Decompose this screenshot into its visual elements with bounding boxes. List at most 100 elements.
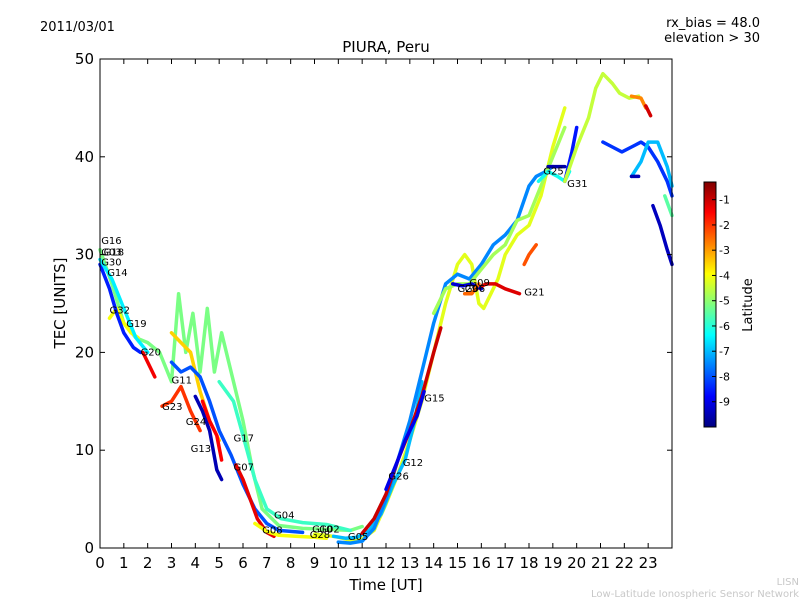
colorbar-tick-label: -6 <box>719 320 730 333</box>
tec-trace-6 <box>169 360 305 535</box>
colorbar-tick-label: -8 <box>719 370 730 383</box>
x-tick-label: 6 <box>238 554 248 572</box>
satellite-label: G11 <box>172 376 192 387</box>
x-tick-label: 21 <box>591 554 610 572</box>
satellite-label: G14 <box>107 268 127 279</box>
tec-trace-9 <box>200 399 224 462</box>
colorbar-label: Latitude <box>741 278 756 332</box>
tec-trace-29 <box>629 140 674 188</box>
tec-trace-26 <box>629 94 648 110</box>
colorbar-tick-label: -5 <box>719 295 730 308</box>
x-tick-label: 17 <box>496 554 515 572</box>
y-tick-label: 50 <box>75 50 94 68</box>
y-tick-label: 40 <box>75 148 94 166</box>
x-tick-label: 23 <box>639 554 658 572</box>
x-tick-label: 2 <box>143 554 153 572</box>
x-tick-label: 12 <box>376 554 395 572</box>
tec-trace-3 <box>98 262 143 355</box>
footer-org-short: LISN <box>777 577 799 588</box>
axis-ticks: 0 1 2 3 4 5 6 7 8 9 10 11 12 13 14 15 16 17 18 19 20 21 22 2301… <box>75 50 672 572</box>
satellite-label: G25 <box>543 166 563 177</box>
satellite-label: G31 <box>567 179 587 190</box>
satellite-label: G09 <box>469 278 489 289</box>
satellite-label: G19 <box>126 319 146 330</box>
colorbar-tick-label: -4 <box>719 269 730 282</box>
tec-trace-1 <box>217 379 353 533</box>
y-tick-label: 20 <box>75 343 94 361</box>
colorbar-ticks: -1 -2 -3 -4 -5 -6 -7 -8 -9 <box>712 194 730 409</box>
x-tick-label: 7 <box>262 554 272 572</box>
tec-trace-12 <box>312 106 567 542</box>
colorbar <box>703 181 717 428</box>
rx-bias-label: rx_bias = 48.0 <box>666 16 760 31</box>
satellite-label: G15 <box>424 393 444 404</box>
tec-trace-32 <box>663 194 674 218</box>
tec-trace-8 <box>193 394 224 482</box>
satellite-label: G21 <box>524 288 544 299</box>
satellite-label: G10 <box>312 524 332 535</box>
colorbar-tick-label: -9 <box>719 396 730 409</box>
satellite-label: G02 <box>319 524 339 535</box>
y-axis-label: TEC [UNITS] <box>51 258 69 350</box>
elevation-label: elevation > 30 <box>664 31 760 46</box>
satellite-label: G06 <box>465 284 485 295</box>
tec-trace-15 <box>360 326 443 536</box>
date-label: 2011/03/01 <box>40 20 115 35</box>
colorbar-tick-label: -1 <box>719 194 730 207</box>
x-tick-label: 9 <box>310 554 320 572</box>
x-tick-label: 10 <box>329 554 348 572</box>
tec-trace-16 <box>384 389 426 492</box>
x-tick-label: 13 <box>400 554 419 572</box>
tec-trace-20 <box>462 282 481 296</box>
footer-org-long: Low-Latitude Ionospheric Sensor Network <box>591 589 799 600</box>
plot-area <box>98 71 674 545</box>
x-tick-label: 5 <box>214 554 224 572</box>
satellite-label: G30 <box>101 257 121 268</box>
satellite-label: G07 <box>234 463 254 474</box>
x-tick-label: 1 <box>119 554 129 572</box>
chart-title: PIURA, Peru <box>342 38 429 56</box>
colorbar-tick-label: -3 <box>719 244 730 257</box>
x-tick-label: 15 <box>448 554 467 572</box>
satellite-label: G32 <box>110 305 130 316</box>
x-tick-label: 22 <box>615 554 634 572</box>
tec-trace-25 <box>563 71 641 184</box>
plot-frame <box>99 58 673 549</box>
x-tick-label: 19 <box>543 554 562 572</box>
tec-trace-11 <box>253 521 329 540</box>
satellite-label: G20 <box>141 347 161 358</box>
tec-trace-7 <box>160 384 202 433</box>
x-tick-label: 3 <box>167 554 177 572</box>
satellite-label: G04 <box>274 511 294 522</box>
satellite-label: G16 <box>101 236 121 247</box>
x-tick-label: 4 <box>191 554 201 572</box>
satellite-label: G05 <box>348 532 368 543</box>
tec-trace-0 <box>98 247 364 533</box>
x-tick-label: 16 <box>472 554 491 572</box>
y-tick-label: 30 <box>75 246 94 264</box>
colorbar-tick-label: -7 <box>719 345 730 358</box>
x-tick-label: 8 <box>286 554 296 572</box>
satellite-label: G24 <box>186 417 206 428</box>
tec-trace-33 <box>141 350 157 379</box>
x-axis-label: Time [UT] <box>348 576 422 594</box>
satellite-label: G29 <box>458 284 478 295</box>
satellite-label: G12 <box>403 458 423 469</box>
tec-trace-18 <box>474 282 522 296</box>
satellite-label: G28 <box>310 530 330 541</box>
tec-trace-31 <box>651 203 674 267</box>
y-tick-label: 0 <box>84 539 94 557</box>
colorbar-tick-label: -2 <box>719 219 730 232</box>
y-tick-label: 10 <box>75 441 94 459</box>
tec-trace-21 <box>522 243 538 267</box>
satellite-label: G23 <box>162 402 182 413</box>
x-tick-label: 14 <box>424 554 443 572</box>
x-tick-label: 20 <box>567 554 586 572</box>
tec-trace-28 <box>601 140 674 198</box>
satellite-label: G18 <box>104 248 124 259</box>
x-tick-label: 18 <box>519 554 538 572</box>
satellite-label: G03 <box>101 248 121 259</box>
satellite-label: G13 <box>191 444 211 455</box>
